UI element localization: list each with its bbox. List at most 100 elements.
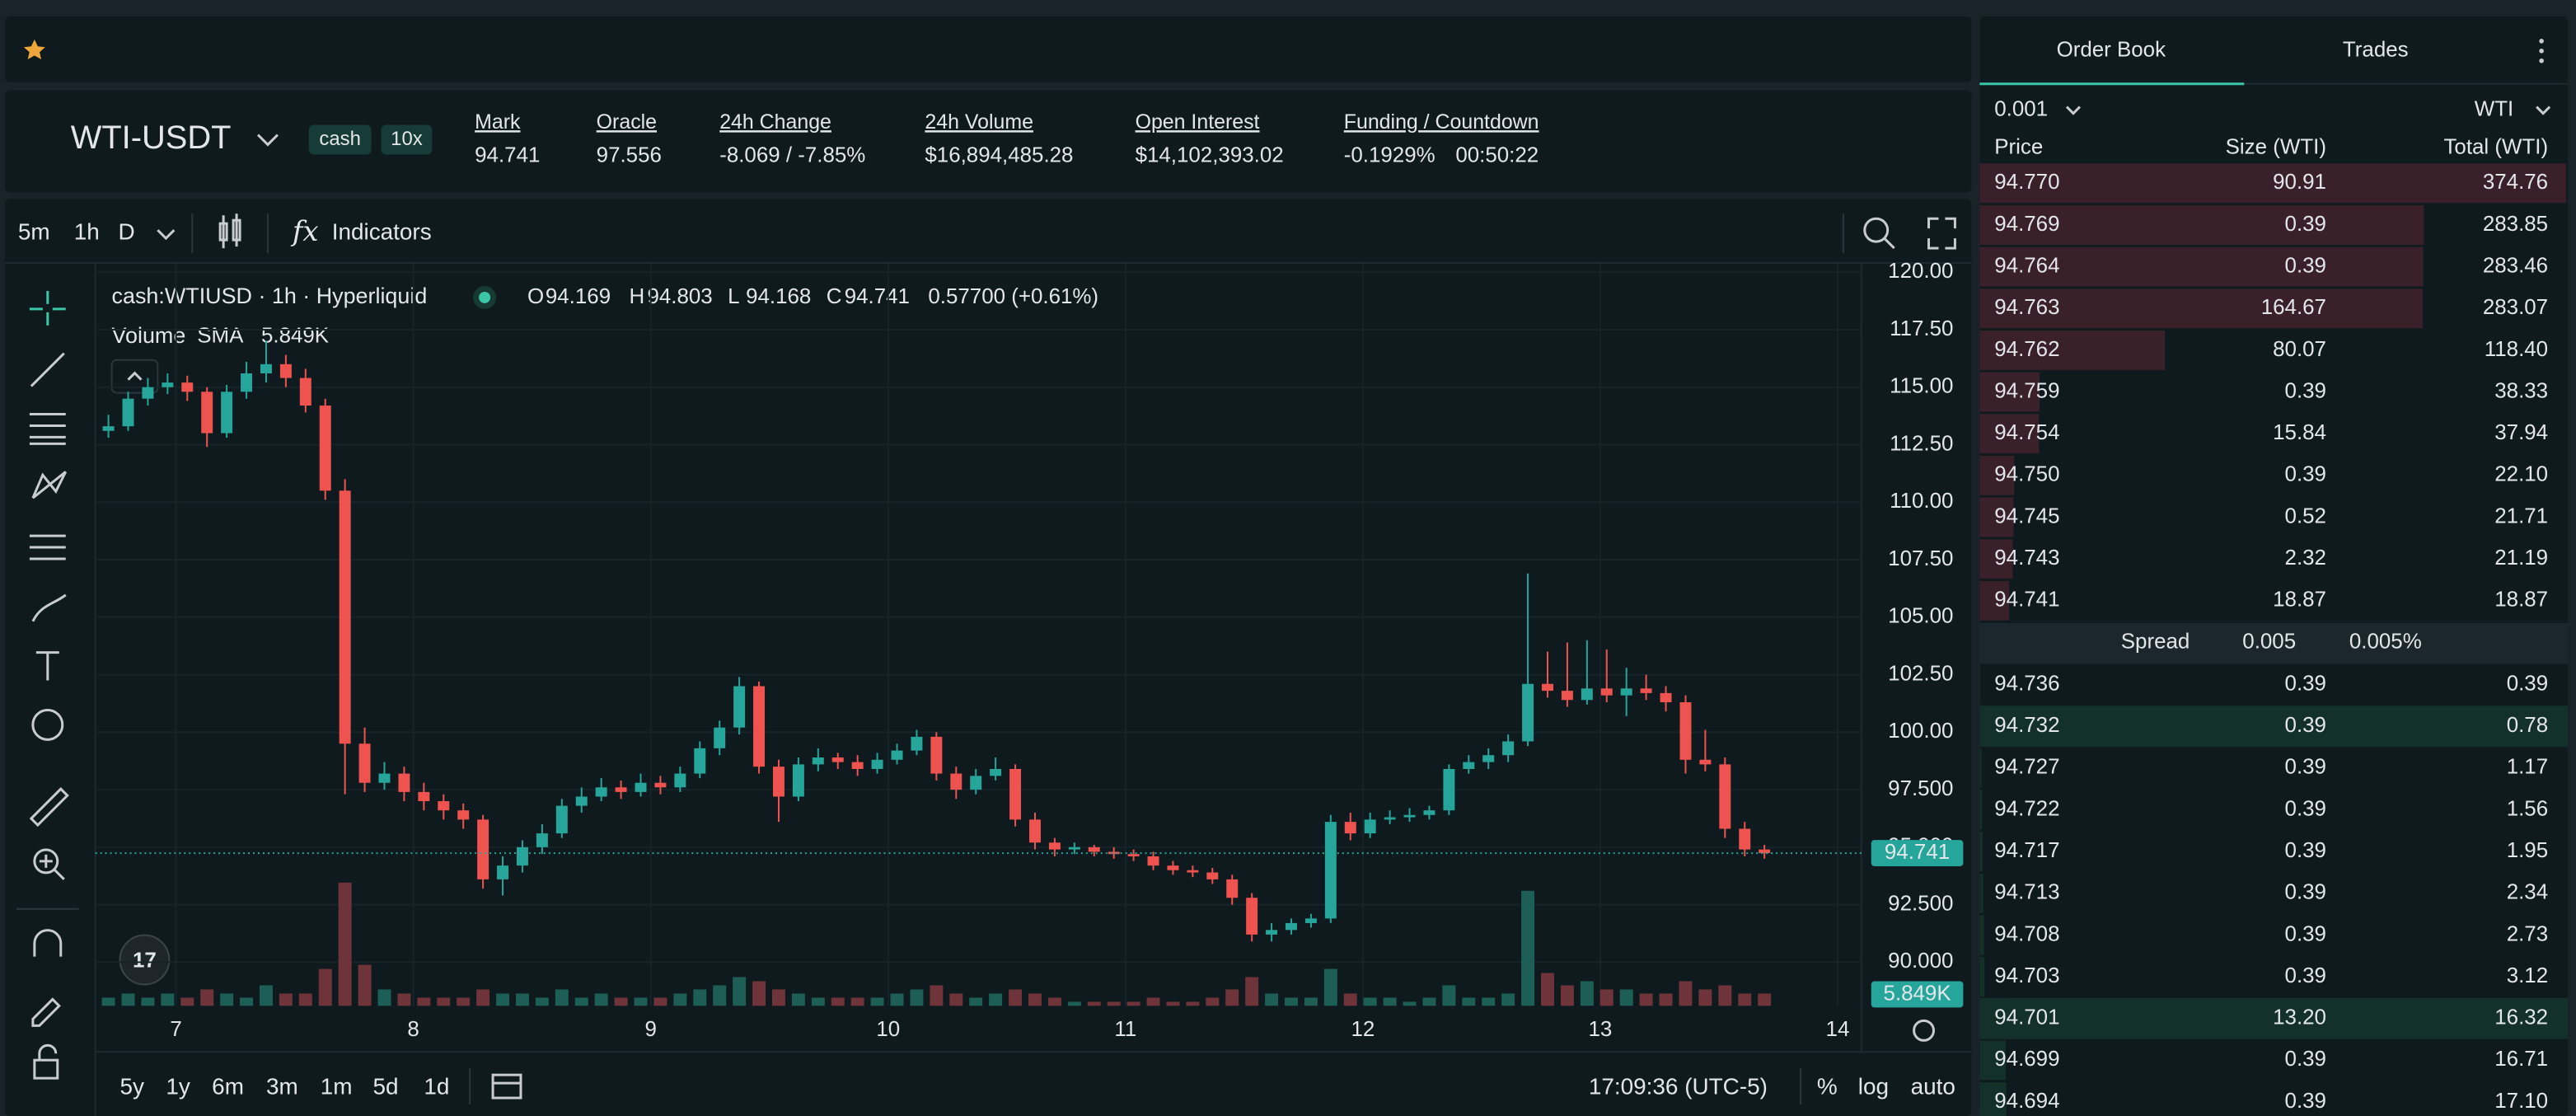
volume-bar <box>496 993 510 1006</box>
range-button[interactable]: 5d <box>373 1073 399 1099</box>
volume-bar <box>910 989 924 1006</box>
volume-bar <box>476 989 490 1006</box>
total: 118.40 <box>2485 338 2548 361</box>
price: 94.743 <box>1994 546 2059 570</box>
price: 94.763 <box>1994 296 2059 319</box>
x-tick-label: 11 <box>1114 1018 1136 1041</box>
scale-option[interactable]: auto <box>1911 1073 1955 1099</box>
range-button[interactable]: 5y <box>120 1073 145 1099</box>
price: 94.741 <box>1994 588 2059 612</box>
scale-option[interactable]: % <box>1817 1073 1838 1099</box>
size: 80.07 <box>2273 338 2326 361</box>
y-tick-label: 110.00 <box>1890 490 1953 513</box>
tick-dropdown[interactable] <box>2065 106 2081 115</box>
volume-bar <box>1107 1001 1121 1006</box>
market-header <box>4 90 1972 193</box>
depth-bar <box>1979 664 1981 705</box>
volume-bar <box>752 981 766 1006</box>
menu-icon[interactable] <box>2539 39 2544 63</box>
volume-value: 5.849K <box>261 325 329 348</box>
unit-dropdown[interactable] <box>2536 106 2551 115</box>
price: 94.699 <box>1994 1048 2059 1071</box>
indicators-icon[interactable]: fx <box>290 215 319 247</box>
spread-row <box>1979 622 2569 664</box>
size: 0.39 <box>2285 213 2326 236</box>
date-range-button[interactable] <box>491 1073 522 1100</box>
candle-body <box>201 392 213 434</box>
volume-bar <box>457 997 471 1006</box>
plot-area <box>101 340 1772 1006</box>
volume-bar <box>397 993 411 1006</box>
volume-bar <box>1087 1001 1101 1006</box>
size: 18.87 <box>2273 588 2326 612</box>
size: 0.39 <box>2285 672 2326 695</box>
volume-bar <box>1580 981 1594 1006</box>
candle-body <box>418 791 430 802</box>
range-button[interactable]: 1y <box>166 1073 190 1099</box>
zoom-tool[interactable] <box>1863 217 1895 250</box>
candle-body <box>970 776 982 790</box>
candle-body <box>1384 817 1396 820</box>
stat-value: -8.069 / -7.85% <box>719 143 865 166</box>
interval-dropdown[interactable] <box>157 229 176 241</box>
candle-body <box>772 767 785 797</box>
depth-bar <box>1979 915 1984 955</box>
range-button[interactable]: 6m <box>212 1073 244 1099</box>
legend-change: 0.57700 (+0.61%) <box>928 285 1098 308</box>
tv-logo[interactable] <box>119 934 171 986</box>
volume-bar <box>1482 997 1496 1006</box>
indicators-button[interactable]: Indicators <box>332 219 432 245</box>
drawing-toolbar[interactable] <box>29 290 69 1080</box>
volume-bar <box>437 997 451 1006</box>
total: 16.32 <box>2494 1006 2548 1029</box>
volume-bar <box>141 997 155 1006</box>
candle-body <box>1739 828 1751 850</box>
chart-type-button[interactable] <box>218 213 241 249</box>
candle-body <box>1127 854 1140 857</box>
x-tick-label: 12 <box>1351 1018 1375 1041</box>
interval-button[interactable]: 5m <box>18 219 50 245</box>
tab[interactable]: Order Book <box>2057 39 2166 62</box>
depth-bar <box>1979 497 2014 537</box>
legend-symbol: cash:WTIUSD · 1h · Hyperliquid <box>112 284 428 308</box>
range-button[interactable]: 1m <box>321 1073 353 1099</box>
spread-label: Spread <box>2121 631 2190 654</box>
range-button[interactable]: 1d <box>424 1073 449 1099</box>
tick-size[interactable]: 0.001 <box>1994 97 2048 120</box>
volume-bar <box>1265 993 1279 1006</box>
collapse-legend[interactable] <box>110 359 159 394</box>
favorite-star[interactable] <box>23 39 45 59</box>
depth-bar <box>1979 455 2015 495</box>
candle-body <box>615 787 627 792</box>
ohlc-value: 94.803 <box>647 285 712 308</box>
candle-body <box>1048 842 1061 850</box>
volume-bar <box>377 989 391 1006</box>
volume-bar <box>1304 997 1318 1006</box>
symbol-dropdown[interactable] <box>256 134 279 147</box>
settings-button[interactable] <box>1913 1019 1935 1042</box>
fullscreen-button[interactable] <box>1927 217 1956 250</box>
unit[interactable]: WTI <box>2475 97 2513 120</box>
candle-body <box>241 373 253 392</box>
scale-option[interactable]: log <box>1858 1073 1889 1099</box>
candle-body <box>851 762 864 769</box>
range-button[interactable]: 3m <box>266 1073 298 1099</box>
volume-bar <box>1245 977 1259 1006</box>
volume-bar <box>1442 985 1456 1006</box>
candle-body <box>1147 856 1159 866</box>
interval-button[interactable]: D <box>119 219 135 245</box>
volume-bar <box>1619 989 1633 1006</box>
y-tick-label: 92.500 <box>1888 892 1953 915</box>
tab[interactable]: Trades <box>2343 39 2409 62</box>
y-tick-label: 107.50 <box>1888 547 1953 570</box>
candle-body <box>1403 814 1416 818</box>
candle-body <box>1463 762 1475 769</box>
y-tick-label: 102.50 <box>1888 662 1953 685</box>
volume-bar <box>614 997 628 1006</box>
total: 0.78 <box>2507 714 2548 737</box>
y-tick-label: 120.00 <box>1888 260 1953 283</box>
candle-body <box>555 805 568 834</box>
interval-button[interactable]: 1h <box>74 219 100 245</box>
size: 0.39 <box>2285 1090 2326 1113</box>
volume-bar <box>1166 1001 1180 1006</box>
